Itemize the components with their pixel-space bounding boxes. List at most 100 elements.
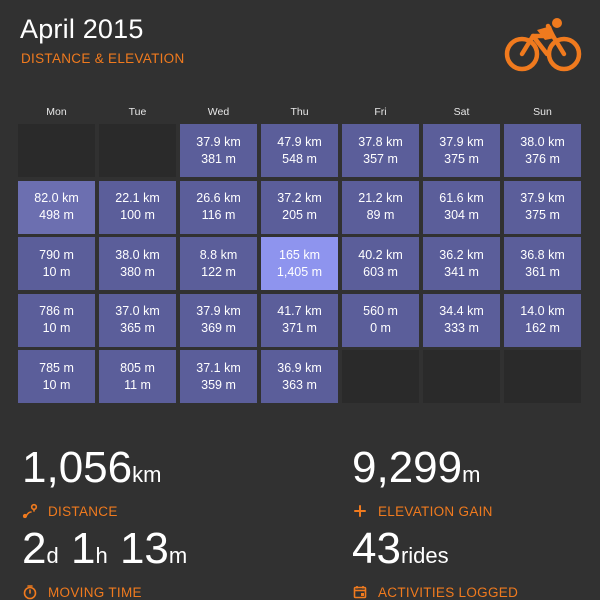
moving-time-label-line: MOVING TIME bbox=[22, 584, 187, 600]
calendar-cell[interactable]: 38.0 km 376 m bbox=[504, 124, 581, 177]
cell-distance: 8.8 km bbox=[199, 247, 238, 262]
moving-time-label: MOVING TIME bbox=[48, 584, 142, 600]
cell-elevation: 359 m bbox=[201, 377, 236, 392]
cell-distance: 14.0 km bbox=[520, 304, 565, 318]
moving-time-days: 2 bbox=[22, 524, 47, 573]
calendar-cell[interactable]: 82.0 km 498 m bbox=[18, 180, 95, 234]
calendar-cell[interactable]: 786 m 10 m bbox=[18, 293, 95, 347]
calendar-cell[interactable]: 37.9 km 375 m bbox=[504, 180, 581, 234]
calendar-cell[interactable]: 14.0 km 162 m bbox=[504, 293, 581, 347]
activities-label-line: ACTIVITIES LOGGED bbox=[352, 584, 518, 600]
cell-distance: 37.1 km bbox=[196, 360, 241, 375]
cell-distance: 21.2 km bbox=[358, 191, 403, 205]
activities-stat: 43rides ACTIVITIES LOGGED bbox=[352, 527, 518, 600]
elevation-unit: m bbox=[462, 462, 481, 487]
cell-elevation: 0 m bbox=[370, 321, 391, 335]
cell-distance: 38.0 km bbox=[115, 247, 160, 262]
calendar-cell[interactable]: 34.4 km 333 m bbox=[423, 293, 500, 347]
calendar-cell[interactable]: 37.8 km 357 m bbox=[342, 124, 419, 177]
calendar-cell[interactable]: 37.1 km 359 m bbox=[180, 350, 257, 403]
elevation-value-line: 9,299m bbox=[352, 446, 493, 497]
cell-elevation: 380 m bbox=[120, 264, 155, 279]
calendar-cell-empty bbox=[423, 350, 500, 403]
calendar-cell[interactable]: 38.0 km 380 m bbox=[99, 237, 176, 290]
route-pin-icon bbox=[22, 503, 38, 519]
calendar-cell[interactable]: 560 m 0 m bbox=[342, 293, 419, 347]
cell-distance: 786 m bbox=[39, 304, 74, 318]
calendar-cell[interactable]: 36.2 km 341 m bbox=[423, 237, 500, 290]
moving-time-hours-unit: h bbox=[95, 543, 108, 568]
calendar-cell[interactable]: 37.9 km 369 m bbox=[180, 293, 257, 347]
cell-distance: 37.8 km bbox=[358, 134, 403, 149]
cell-elevation: 122 m bbox=[201, 264, 236, 279]
cell-elevation: 365 m bbox=[120, 321, 155, 335]
calendar-cell[interactable]: 36.8 km 361 m bbox=[504, 237, 581, 290]
calendar-grid: 37.9 km 381 m 47.9 km 548 m 37.8 km 357 m 37.9… bbox=[18, 124, 581, 403]
cell-distance: 37.2 km bbox=[277, 191, 322, 205]
cell-elevation: 381 m bbox=[201, 151, 236, 166]
cell-distance: 34.4 km bbox=[439, 304, 484, 318]
cell-elevation: 10 m bbox=[42, 321, 71, 335]
cell-elevation: 341 m bbox=[444, 264, 479, 279]
calendar-cell[interactable]: 8.8 km 122 m bbox=[180, 237, 257, 290]
calendar-cell[interactable]: 36.9 km 363 m bbox=[261, 350, 338, 403]
cell-distance: 36.9 km bbox=[277, 360, 322, 375]
cell-elevation: 375 m bbox=[525, 208, 560, 222]
distance-stat: 1,056km DISTANCE bbox=[22, 446, 161, 519]
cell-distance: 165 km bbox=[279, 247, 320, 262]
calendar-cell[interactable]: 21.2 km 89 m bbox=[342, 180, 419, 234]
weekday-label: Fri bbox=[374, 106, 387, 118]
stopwatch-icon bbox=[22, 584, 38, 600]
calendar-cell[interactable]: 22.1 km 100 m bbox=[99, 180, 176, 234]
elevation-stat: 9,299m ELEVATION GAIN bbox=[352, 446, 493, 519]
distance-label: DISTANCE bbox=[48, 503, 118, 519]
cell-distance: 47.9 km bbox=[277, 134, 322, 149]
calendar-cell[interactable]: 805 m 11 m bbox=[99, 350, 176, 403]
calendar-cell[interactable]: 41.7 km 371 m bbox=[261, 293, 338, 347]
calendar-cell[interactable]: 37.2 km 205 m bbox=[261, 180, 338, 234]
cell-elevation: 10 m bbox=[42, 264, 71, 279]
distance-unit: km bbox=[132, 462, 162, 487]
moving-time-hours: 1 bbox=[70, 524, 96, 573]
cell-distance: 38.0 km bbox=[520, 134, 565, 149]
activities-value-line: 43rides bbox=[352, 527, 518, 578]
calendar-cell[interactable]: 26.6 km 116 m bbox=[180, 180, 257, 234]
calendar-cell-empty bbox=[18, 124, 95, 177]
weekday-label: Sun bbox=[533, 106, 552, 118]
calendar-cell[interactable]: 785 m 10 m bbox=[18, 350, 95, 403]
calendar-cell[interactable]: 37.0 km 365 m bbox=[99, 293, 176, 347]
weekday-label: Mon bbox=[46, 106, 67, 118]
cell-elevation: 89 m bbox=[366, 208, 395, 222]
moving-time-days-unit: d bbox=[46, 543, 59, 568]
cell-elevation: 363 m bbox=[282, 377, 317, 392]
plus-icon bbox=[352, 503, 368, 519]
cell-distance: 37.9 km bbox=[196, 134, 241, 149]
calendar-cell-empty bbox=[342, 350, 419, 403]
elevation-value: 9,299 bbox=[352, 443, 463, 492]
cyclist-icon bbox=[503, 16, 583, 74]
calendar-cell[interactable]: 165 km 1,405 m bbox=[261, 237, 338, 290]
calendar-cell[interactable]: 61.6 km 304 m bbox=[423, 180, 500, 234]
cell-elevation: 100 m bbox=[120, 208, 155, 222]
cell-distance: 41.7 km bbox=[277, 304, 322, 318]
cell-elevation: 11 m bbox=[124, 377, 151, 392]
activities-unit: rides bbox=[400, 543, 449, 568]
cell-elevation: 333 m bbox=[444, 321, 479, 335]
weekday-label: Wed bbox=[207, 106, 230, 118]
distance-label-line: DISTANCE bbox=[22, 503, 161, 519]
cell-elevation: 1,405 m bbox=[276, 264, 323, 279]
cell-elevation: 205 m bbox=[282, 208, 317, 222]
calendar-cell[interactable]: 37.9 km 375 m bbox=[423, 124, 500, 177]
cell-elevation: 162 m bbox=[525, 321, 560, 335]
distance-value-line: 1,056km bbox=[22, 446, 161, 497]
cell-elevation: 116 m bbox=[201, 208, 236, 222]
calendar-cell[interactable]: 37.9 km 381 m bbox=[180, 124, 257, 177]
cell-elevation: 10 m bbox=[42, 377, 71, 392]
weekday-label: Tue bbox=[128, 106, 147, 118]
elevation-label-line: ELEVATION GAIN bbox=[352, 503, 493, 519]
calendar-cell[interactable]: 47.9 km 548 m bbox=[261, 124, 338, 177]
moving-time-stat: 2d 1h 13m MOVING TIME bbox=[22, 527, 187, 600]
calendar-cell[interactable]: 40.2 km 603 m bbox=[342, 237, 419, 290]
calendar-cell[interactable]: 790 m 10 m bbox=[18, 237, 95, 290]
cell-distance: 805 m bbox=[120, 360, 155, 375]
